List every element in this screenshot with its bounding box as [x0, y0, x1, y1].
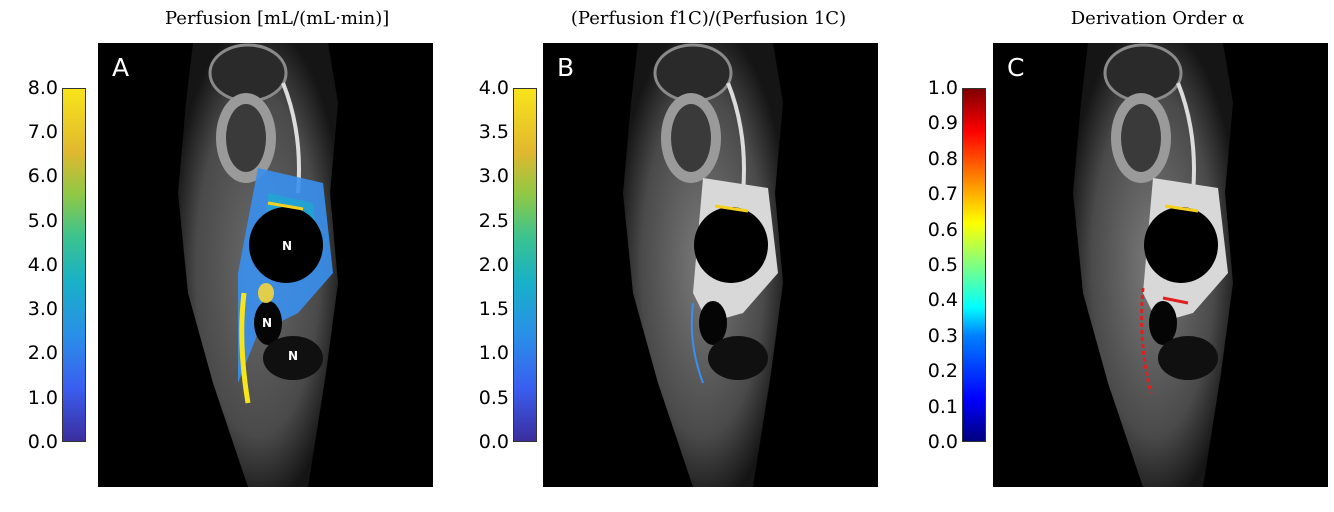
panel-a: Perfusion [mL/(mL·min)] 8.0 7.0 6.0 5.0 …	[0, 0, 445, 512]
mri-scan-graphic	[623, 43, 783, 487]
colorbar-c-tick: 0.7	[927, 183, 958, 205]
panel-c-letter: C	[1007, 53, 1025, 82]
colorbar-a-tick: 8.0	[27, 77, 58, 99]
panel-c-title-text: Derivation Order α	[1070, 8, 1245, 29]
panel-b-title: (Perfusion f1C)/(Perfusion 1C)	[541, 8, 876, 29]
colorbar-b	[513, 88, 537, 442]
colorbar-c-tick: 0.8	[927, 148, 958, 170]
panel-a-title-text: Perfusion [mL/(mL·min)]	[165, 8, 390, 29]
panel-b: (Perfusion f1C)/(Perfusion 1C) 4.0 3.5 3…	[445, 0, 890, 512]
mri-image-a: A N N N	[98, 43, 433, 487]
colorbar-a-tick: 6.0	[27, 165, 58, 187]
region-label-n: N	[262, 316, 273, 330]
colorbar-c-tick: 0.0	[927, 431, 958, 453]
panel-c: Derivation Order α 1.0 0.9 0.8 0.7 0.6 0…	[890, 0, 1334, 512]
region-label-n: N	[288, 349, 299, 363]
colorbar-b-tick: 0.0	[478, 431, 509, 453]
mri-scan-graphic	[1073, 43, 1233, 487]
colorbar-a-tick: 4.0	[27, 254, 58, 276]
colorbar-c-tick: 0.6	[927, 219, 958, 241]
mri-image-c: C	[993, 43, 1328, 487]
colorbar-c-tick: 0.9	[927, 112, 958, 134]
colorbar-a-tick: 7.0	[27, 121, 58, 143]
colorbar-a-tick: 0.0	[27, 431, 58, 453]
panel-b-title-text: (Perfusion f1C)/(Perfusion 1C)	[570, 8, 847, 29]
colorbar-b-tick: 2.5	[478, 210, 509, 232]
colorbar-c-tick: 1.0	[927, 77, 958, 99]
mri-scan-graphic	[178, 43, 338, 487]
colorbar-a	[62, 88, 86, 442]
colorbar-b-tick: 3.0	[478, 165, 509, 187]
colorbar-a-tick: 3.0	[27, 298, 58, 320]
colorbar-c-tick: 0.1	[927, 396, 958, 418]
colorbar-b-tick: 4.0	[478, 77, 509, 99]
colorbar-b-tick: 3.5	[478, 121, 509, 143]
panel-a-title: Perfusion [mL/(mL·min)]	[165, 8, 389, 29]
colorbar-c-tick: 0.3	[927, 325, 958, 347]
panel-a-letter: A	[112, 53, 130, 82]
panel-c-title: Derivation Order α	[990, 8, 1325, 29]
colorbar-a-tick: 1.0	[27, 387, 58, 409]
colorbar-b-tick: 2.0	[478, 254, 509, 276]
colorbar-c-tick: 0.4	[927, 289, 958, 311]
mri-image-b: B	[543, 43, 878, 487]
colorbar-b-tick: 0.5	[478, 387, 509, 409]
colorbar-c-tick: 0.2	[927, 360, 958, 382]
colorbar-b-tick: 1.5	[478, 298, 509, 320]
colorbar-c	[962, 88, 986, 442]
colorbar-c-tick: 0.5	[927, 254, 958, 276]
colorbar-a-tick: 2.0	[27, 342, 58, 364]
panel-b-letter: B	[557, 53, 575, 82]
region-label-n: N	[282, 239, 293, 253]
colorbar-b-tick: 1.0	[478, 342, 509, 364]
colorbar-a-tick: 5.0	[27, 210, 58, 232]
